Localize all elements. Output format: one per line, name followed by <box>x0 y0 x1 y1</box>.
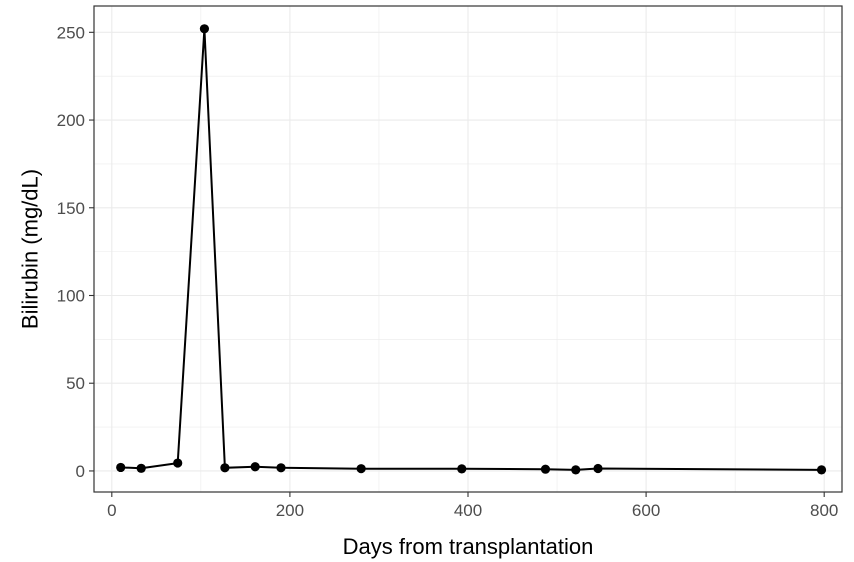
data-point <box>173 458 183 468</box>
data-point <box>276 463 286 473</box>
y-tick-label: 50 <box>66 374 85 393</box>
y-tick-label: 150 <box>57 199 85 218</box>
data-point <box>816 465 827 475</box>
y-tick-label: 200 <box>57 111 85 130</box>
y-tick-label: 0 <box>76 462 85 481</box>
x-tick-label: 200 <box>276 501 304 520</box>
data-point <box>136 463 146 473</box>
grid-major <box>94 6 842 492</box>
data-point <box>116 462 126 473</box>
x-axis: 0 200 400 600 800 <box>107 492 838 520</box>
data-point <box>457 464 467 474</box>
data-point <box>250 462 260 472</box>
data-point <box>540 464 551 474</box>
y-axis-title: Bilirubin (mg/dL) <box>18 169 43 329</box>
y-tick-label: 250 <box>57 23 85 42</box>
x-tick-label: 0 <box>107 501 116 520</box>
data-point <box>593 463 603 474</box>
series-group <box>116 24 827 475</box>
series-line <box>120 28 822 471</box>
y-tick-label: 100 <box>57 286 85 305</box>
x-tick-label: 800 <box>810 501 838 520</box>
x-tick-label: 600 <box>632 501 660 520</box>
y-axis: 0 50 100 150 200 250 <box>57 23 94 481</box>
data-point <box>571 465 581 475</box>
data-point <box>220 463 230 473</box>
data-point <box>199 24 210 34</box>
x-tick-label: 400 <box>454 501 482 520</box>
data-point <box>356 464 366 474</box>
x-axis-title: Days from transplantation <box>343 534 594 559</box>
